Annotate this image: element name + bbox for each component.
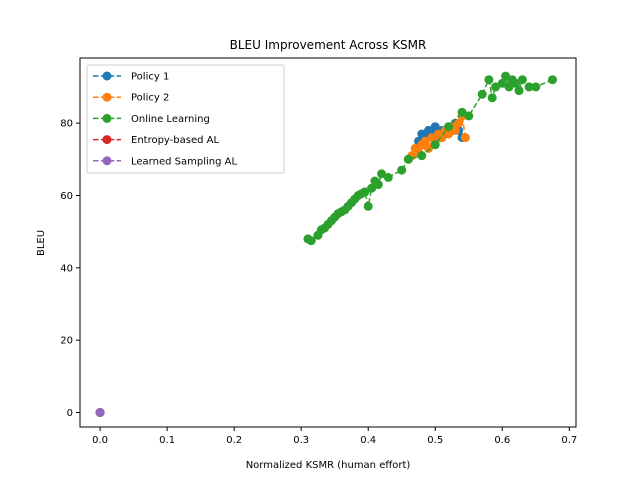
legend-item: Policy 1	[93, 71, 169, 83]
data-point	[517, 75, 527, 85]
x-axis-ticks: 0.0 0.1 0.2 0.3 0.4 0.5 0.6 0.7	[92, 427, 577, 446]
data-point	[430, 140, 440, 150]
axes-frame	[79, 57, 577, 428]
y-tick-label: 40	[60, 263, 73, 274]
legend-label: Learned Sampling AL	[131, 156, 237, 167]
y-axis-label: BLEU	[36, 230, 47, 256]
series-2	[95, 71, 557, 417]
data-point	[531, 82, 541, 92]
x-tick-label: 0.1	[159, 435, 175, 446]
data-point	[514, 86, 524, 96]
legend-marker	[102, 71, 112, 81]
legend-marker	[102, 92, 112, 102]
plot-area	[95, 71, 557, 417]
x-tick-label: 0.0	[92, 435, 108, 446]
data-point	[397, 165, 407, 175]
legend-item: Policy 2	[93, 92, 169, 104]
data-point	[383, 172, 393, 182]
y-tick-label: 0	[67, 408, 73, 419]
legend-label: Policy 1	[131, 72, 169, 83]
data-point	[444, 129, 454, 139]
data-point	[95, 408, 105, 417]
data-point	[306, 236, 316, 246]
legend-box	[86, 64, 285, 174]
data-point	[501, 71, 511, 81]
data-point	[484, 75, 494, 85]
data-point	[497, 78, 507, 88]
legend-item: Entropy-based AL	[93, 135, 219, 146]
data-point	[548, 75, 557, 85]
y-tick-label: 20	[60, 336, 73, 347]
data-point	[491, 82, 501, 92]
data-point	[360, 187, 370, 197]
legend: Policy 1 Policy 2 Online Learning Entropy-b…	[86, 64, 285, 174]
x-tick-label: 0.3	[293, 435, 309, 446]
data-point	[487, 93, 497, 103]
x-tick-label: 0.7	[561, 435, 577, 446]
legend-marker	[102, 113, 112, 123]
data-point	[524, 82, 534, 92]
data-point	[363, 201, 373, 211]
series-4	[95, 408, 105, 417]
legend-marker	[102, 135, 112, 145]
legend-label: Entropy-based AL	[131, 135, 219, 146]
data-point	[477, 89, 487, 99]
data-point	[460, 133, 470, 143]
legend-item: Learned Sampling AL	[93, 156, 237, 167]
x-tick-label: 0.6	[494, 435, 510, 446]
x-tick-label: 0.5	[427, 435, 443, 446]
x-tick-label: 0.2	[226, 435, 242, 446]
data-point	[377, 169, 387, 179]
data-point	[420, 136, 430, 146]
legend-label: Policy 2	[131, 93, 169, 104]
y-axis-ticks: 0 20 40 60 80	[60, 119, 80, 419]
data-point	[464, 111, 474, 121]
chart-title: BLEU Improvement Across KSMR	[230, 38, 427, 52]
data-point	[403, 154, 413, 164]
y-tick-label: 60	[60, 191, 73, 202]
data-point	[367, 183, 377, 193]
legend-item: Online Learning	[93, 113, 210, 125]
data-point	[444, 122, 454, 132]
x-axis-label: Normalized KSMR (human effort)	[246, 460, 411, 471]
legend-marker	[102, 156, 112, 166]
legend-label: Online Learning	[131, 114, 210, 125]
legend-items: Policy 1 Policy 2 Online Learning Entropy-b…	[93, 71, 237, 167]
data-point	[450, 125, 460, 135]
data-point	[504, 82, 514, 92]
y-tick-label: 80	[60, 119, 73, 130]
x-tick-label: 0.4	[360, 435, 376, 446]
data-point	[417, 151, 427, 161]
data-point	[454, 118, 464, 128]
data-point	[430, 122, 440, 132]
data-point	[457, 107, 467, 117]
data-point	[373, 180, 383, 190]
data-point	[424, 143, 433, 153]
data-point	[511, 78, 521, 88]
